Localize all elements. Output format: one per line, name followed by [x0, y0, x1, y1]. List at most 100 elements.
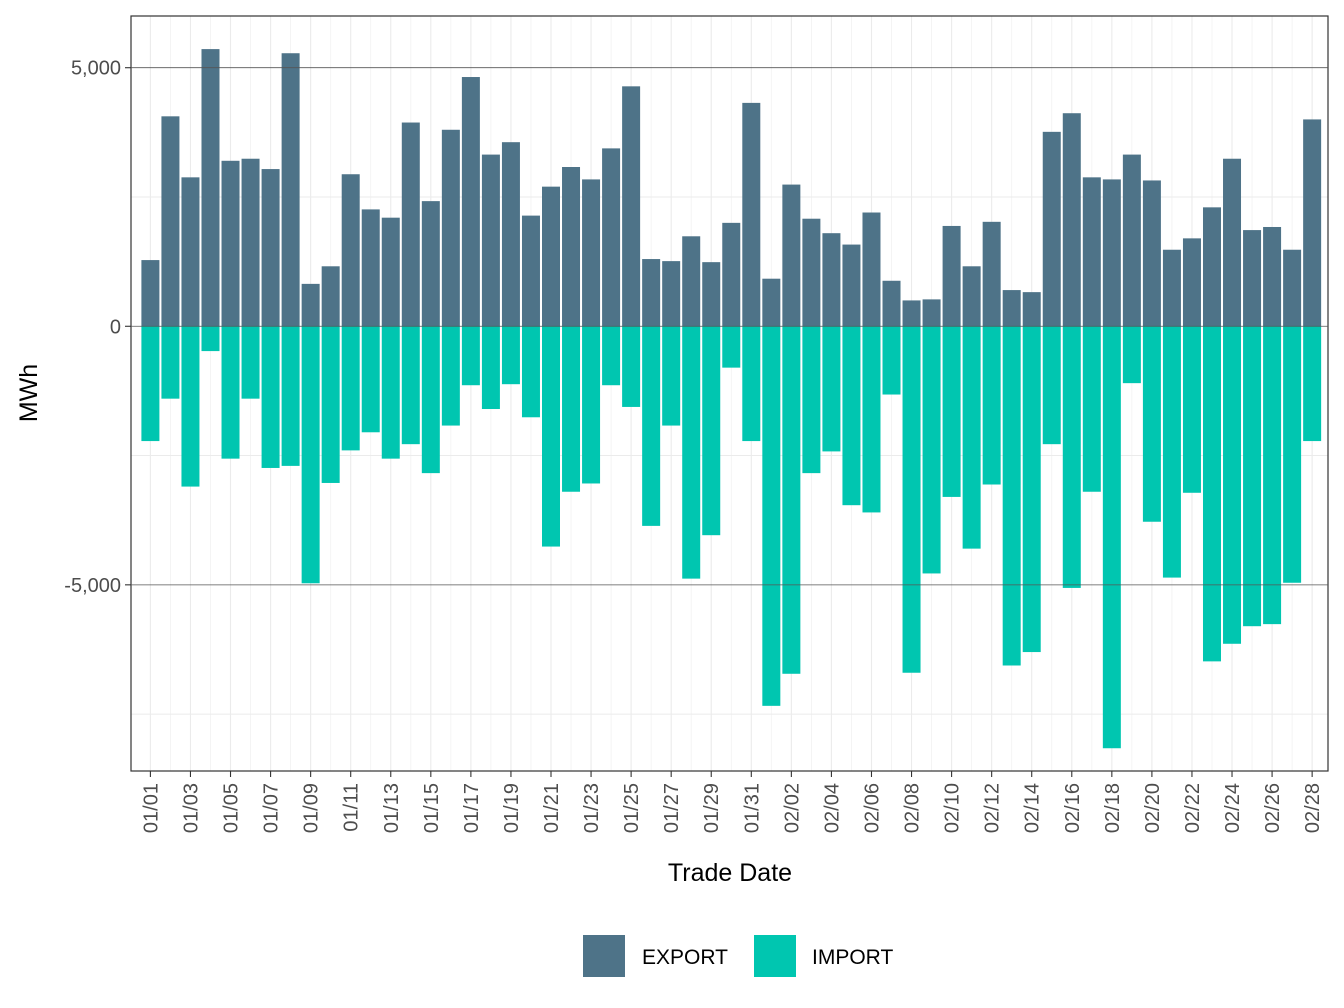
- bar-export-02-23: [1202, 207, 1221, 327]
- bar-export-01-14: [401, 122, 420, 327]
- bar-import-01-02: [161, 326, 180, 399]
- bar-import-02-17: [1082, 326, 1101, 492]
- bar-import-01-09: [301, 326, 320, 584]
- bar-export-02-12: [982, 221, 1001, 327]
- bar-export-02-27: [1283, 249, 1302, 327]
- bar-import-01-01: [141, 326, 160, 442]
- bar-export-02-08: [902, 300, 921, 327]
- bar-export-01-13: [381, 217, 400, 327]
- bar-import-02-15: [1042, 326, 1061, 445]
- bar-import-01-19: [501, 326, 520, 385]
- bar-export-02-24: [1223, 158, 1242, 327]
- bar-export-01-09: [301, 283, 320, 327]
- bar-export-01-17: [461, 77, 480, 327]
- bar-export-02-19: [1122, 154, 1141, 327]
- bar-export-02-21: [1162, 249, 1181, 327]
- legend-label-export: EXPORT: [642, 946, 728, 969]
- x-tick-label: 02/24: [1222, 783, 1244, 833]
- bar-export-02-22: [1182, 238, 1201, 327]
- bar-import-02-14: [1022, 326, 1041, 653]
- x-tick-label: 02/02: [781, 783, 803, 833]
- x-tick-label: 01/31: [741, 783, 763, 833]
- x-tick-label: 01/11: [341, 783, 363, 832]
- bar-export-01-06: [241, 158, 260, 327]
- bar-import-02-23: [1202, 326, 1221, 662]
- x-tick-label: 02/26: [1262, 783, 1284, 833]
- bar-export-01-20: [521, 215, 540, 327]
- bar-export-02-16: [1062, 113, 1081, 327]
- bar-import-02-19: [1122, 326, 1141, 384]
- x-axis-title: Trade Date: [668, 859, 792, 887]
- bar-export-01-01: [141, 260, 160, 327]
- bar-export-01-26: [642, 259, 661, 327]
- bar-export-01-27: [662, 261, 681, 327]
- bar-import-02-28: [1303, 326, 1322, 442]
- bar-import-01-22: [562, 326, 581, 492]
- bar-import-02-06: [862, 326, 881, 513]
- bar-import-01-30: [722, 326, 741, 368]
- bar-export-02-06: [862, 212, 881, 327]
- x-tick-label: 01/19: [501, 783, 523, 833]
- panel-border: [130, 15, 1329, 772]
- bar-import-02-07: [882, 326, 901, 395]
- bar-import-02-02: [782, 326, 801, 674]
- bar-export-02-18: [1102, 179, 1121, 327]
- legend: EXPORT IMPORT: [583, 935, 893, 977]
- bar-import-02-09: [922, 326, 941, 574]
- bar-export-01-02: [161, 116, 180, 327]
- bar-export-02-04: [822, 233, 841, 327]
- x-tick-label: 01/01: [140, 783, 162, 833]
- bar-export-02-15: [1042, 131, 1061, 327]
- bar-export-01-22: [562, 167, 581, 327]
- y-axis: 5,000 0 -5,000: [64, 58, 131, 597]
- bar-import-01-14: [401, 326, 420, 445]
- bar-export-02-07: [882, 280, 901, 327]
- bar-import-01-15: [421, 326, 440, 474]
- bar-export-02-26: [1263, 226, 1282, 327]
- bar-import-01-07: [261, 326, 280, 468]
- bar-import-02-27: [1283, 326, 1302, 583]
- bar-export-01-10: [321, 266, 340, 327]
- bar-import-02-20: [1142, 326, 1161, 522]
- x-tick-label: 01/23: [581, 783, 603, 833]
- bar-import-01-24: [602, 326, 621, 386]
- bar-import-02-04: [822, 326, 841, 452]
- x-tick-label: 02/08: [902, 783, 924, 833]
- bar-import-02-25: [1243, 326, 1262, 627]
- x-tick-label: 01/05: [221, 783, 243, 833]
- bar-import-02-26: [1263, 326, 1282, 625]
- bar-export-02-01: [762, 278, 781, 327]
- bar-import-02-13: [1002, 326, 1021, 666]
- x-tick-label: 02/16: [1062, 783, 1084, 833]
- bar-import-01-11: [341, 326, 360, 451]
- bar-export-01-11: [341, 174, 360, 327]
- bar-export-02-11: [962, 266, 981, 327]
- bar-export-02-14: [1022, 292, 1041, 327]
- bar-export-02-20: [1142, 180, 1161, 327]
- bar-import-01-31: [742, 326, 761, 442]
- bar-import-01-06: [241, 326, 260, 399]
- bar-import-01-04: [201, 326, 220, 352]
- bar-export-01-08: [281, 53, 300, 327]
- bars: [141, 49, 1322, 749]
- bar-import-02-24: [1223, 326, 1242, 644]
- bar-export-01-21: [542, 186, 560, 327]
- bar-import-01-26: [642, 326, 661, 526]
- x-tick-label: 02/04: [821, 783, 843, 833]
- bar-import-01-18: [481, 326, 500, 410]
- x-axis: 01/01 01/03 01/05 01/07 01/09 01/11 01/13 01/15…: [140, 771, 1324, 833]
- bar-export-02-28: [1303, 119, 1322, 327]
- x-tick-label: 01/17: [461, 783, 483, 833]
- bar-export-02-17: [1082, 177, 1101, 327]
- bar-import-01-21: [542, 326, 560, 547]
- bar-import-01-20: [521, 326, 540, 418]
- bar-import-01-08: [281, 326, 300, 466]
- bar-import-01-17: [461, 326, 480, 386]
- bar-export-01-07: [261, 169, 280, 327]
- y-axis-title: MWh: [15, 364, 43, 422]
- x-tick-label: 02/06: [861, 783, 883, 833]
- bar-export-01-03: [181, 177, 200, 327]
- bar-import-01-27: [662, 326, 681, 426]
- x-tick-label: 02/28: [1302, 783, 1324, 833]
- x-tick-label: 01/21: [541, 783, 563, 833]
